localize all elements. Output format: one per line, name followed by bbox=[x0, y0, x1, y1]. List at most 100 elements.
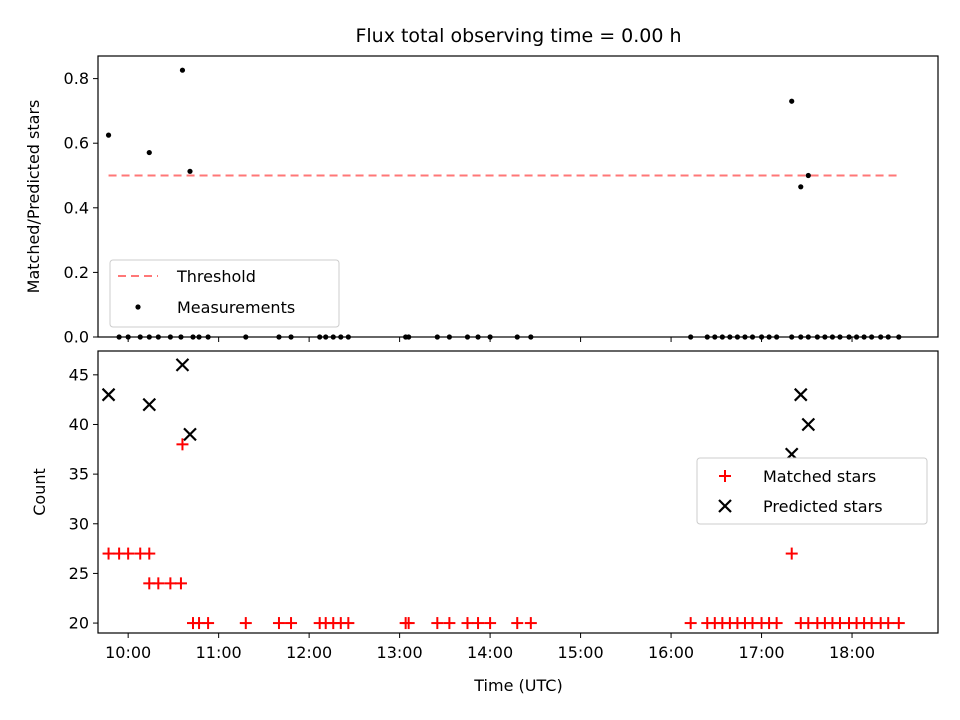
matched-star-point bbox=[785, 547, 798, 560]
top-y-tick-label: 0.6 bbox=[64, 134, 89, 153]
matched-star-point bbox=[892, 617, 905, 630]
predicted-star-point bbox=[101, 387, 116, 402]
measurement-point bbox=[345, 334, 351, 340]
measurement-point bbox=[116, 334, 122, 340]
matched-star-point bbox=[102, 547, 115, 560]
chart-title: Flux total observing time = 0.00 h bbox=[355, 25, 681, 47]
measurement-point bbox=[704, 334, 710, 340]
bottom-legend: Matched stars Predicted stars bbox=[696, 457, 928, 525]
measurement-point bbox=[805, 172, 811, 179]
bottom-x-tick-label: 13:00 bbox=[377, 643, 423, 662]
measurement-point bbox=[125, 334, 131, 340]
matched-star-point bbox=[524, 617, 537, 630]
matched-legend-label: Matched stars bbox=[763, 467, 876, 486]
measurement-point bbox=[896, 334, 902, 340]
bottom-y-tick-label: 25 bbox=[69, 564, 89, 583]
measurement-point bbox=[330, 334, 336, 340]
predicted-star-stroke bbox=[175, 358, 190, 372]
bottom-x-tick-label: 12:00 bbox=[286, 643, 332, 662]
bottom-x-tick-label: 16:00 bbox=[648, 643, 694, 662]
measurement-point bbox=[789, 334, 795, 340]
measurements-legend-swatch bbox=[135, 304, 141, 310]
matched-star-point bbox=[164, 577, 177, 590]
matched-star-point bbox=[431, 617, 444, 630]
bottom-x-tick-label: 14:00 bbox=[467, 643, 513, 662]
top-legend: Threshold Measurements bbox=[109, 259, 340, 328]
matched-star-point bbox=[684, 617, 697, 630]
predicted-star-stroke bbox=[142, 397, 157, 412]
predicted-star-stroke bbox=[793, 387, 808, 402]
matched-star-point bbox=[239, 617, 252, 630]
top-legend-box bbox=[109, 259, 340, 328]
matched-star-point bbox=[770, 617, 783, 630]
measurement-point bbox=[829, 334, 836, 340]
measurement-point bbox=[475, 334, 481, 340]
matched-star-point bbox=[472, 617, 485, 630]
measurement-point bbox=[196, 334, 202, 340]
measurement-point bbox=[798, 334, 804, 340]
bottom-x-tick-label: 18:00 bbox=[829, 643, 875, 662]
measurement-point bbox=[712, 334, 718, 340]
top-y-tick-label: 0.0 bbox=[64, 328, 89, 347]
matched-star-point bbox=[484, 617, 497, 630]
predicted-star-point bbox=[183, 427, 197, 442]
matched-star-point bbox=[174, 577, 187, 590]
measurement-point bbox=[190, 334, 196, 340]
top-y-tick-label: 0.2 bbox=[64, 263, 89, 282]
measurement-point bbox=[288, 334, 294, 340]
matched-star-point bbox=[882, 617, 895, 630]
measurement-point bbox=[749, 334, 756, 340]
matched-star-point bbox=[176, 438, 189, 451]
measurement-point bbox=[885, 334, 891, 340]
measurements-legend-label: Measurements bbox=[177, 298, 295, 317]
measurement-point bbox=[528, 334, 534, 340]
predicted-star-stroke bbox=[101, 387, 116, 402]
bottom-y-tick-label: 20 bbox=[69, 614, 89, 633]
measurement-point bbox=[464, 334, 471, 340]
measurement-point bbox=[446, 334, 452, 340]
bottom-plot-area bbox=[97, 350, 939, 634]
bottom-legend-box bbox=[696, 457, 928, 525]
measurement-point bbox=[434, 334, 440, 340]
measurement-point bbox=[105, 132, 112, 138]
predicted-star-stroke bbox=[801, 417, 816, 432]
measurement-point bbox=[789, 98, 795, 104]
predicted-star-point bbox=[142, 397, 157, 412]
matched-star-point bbox=[152, 577, 165, 590]
bottom-x-tick-label: 17:00 bbox=[739, 643, 785, 662]
measurement-point bbox=[146, 334, 152, 340]
bottom-x-tick-label: 11:00 bbox=[196, 643, 242, 662]
bottom-y-tick-label: 35 bbox=[69, 465, 89, 484]
measurement-point bbox=[688, 334, 694, 340]
measurement-point bbox=[869, 334, 875, 340]
measurement-point bbox=[146, 149, 152, 156]
top-y-tick-label: 0.8 bbox=[64, 69, 89, 88]
measurement-point bbox=[766, 334, 772, 340]
matched-star-point bbox=[122, 547, 135, 560]
measurement-point bbox=[178, 334, 184, 340]
predicted-star-point bbox=[175, 358, 190, 372]
measurement-point bbox=[758, 334, 765, 340]
top-y-axis-label: Matched/Predicted stars bbox=[24, 100, 43, 294]
matched-star-point bbox=[285, 617, 298, 630]
threshold-legend-label: Threshold bbox=[176, 267, 256, 286]
measurement-point bbox=[822, 334, 828, 340]
matched-star-point bbox=[202, 617, 215, 630]
measurement-point bbox=[179, 67, 186, 73]
measurement-point bbox=[742, 334, 748, 340]
predicted-star-point bbox=[793, 387, 808, 402]
measurement-point bbox=[276, 334, 282, 340]
predicted-legend-swatch bbox=[718, 499, 732, 513]
top-y-tick-label: 0.4 bbox=[64, 198, 89, 217]
bottom-panel: 20 25 30 35 40 45 10:00 11:00 12:00 13:00 14:00 15… bbox=[30, 350, 939, 695]
measurement-point bbox=[187, 168, 193, 174]
measurement-point bbox=[734, 334, 741, 340]
measurement-point bbox=[878, 334, 884, 340]
bottom-y-tick-label: 40 bbox=[69, 415, 89, 434]
bottom-y-tick-label: 45 bbox=[69, 365, 89, 384]
predicted-legend-label: Predicted stars bbox=[763, 497, 883, 516]
matched-legend-swatch bbox=[719, 470, 731, 482]
measurement-point bbox=[774, 334, 780, 340]
bottom-y-tick-label: 30 bbox=[69, 514, 89, 533]
